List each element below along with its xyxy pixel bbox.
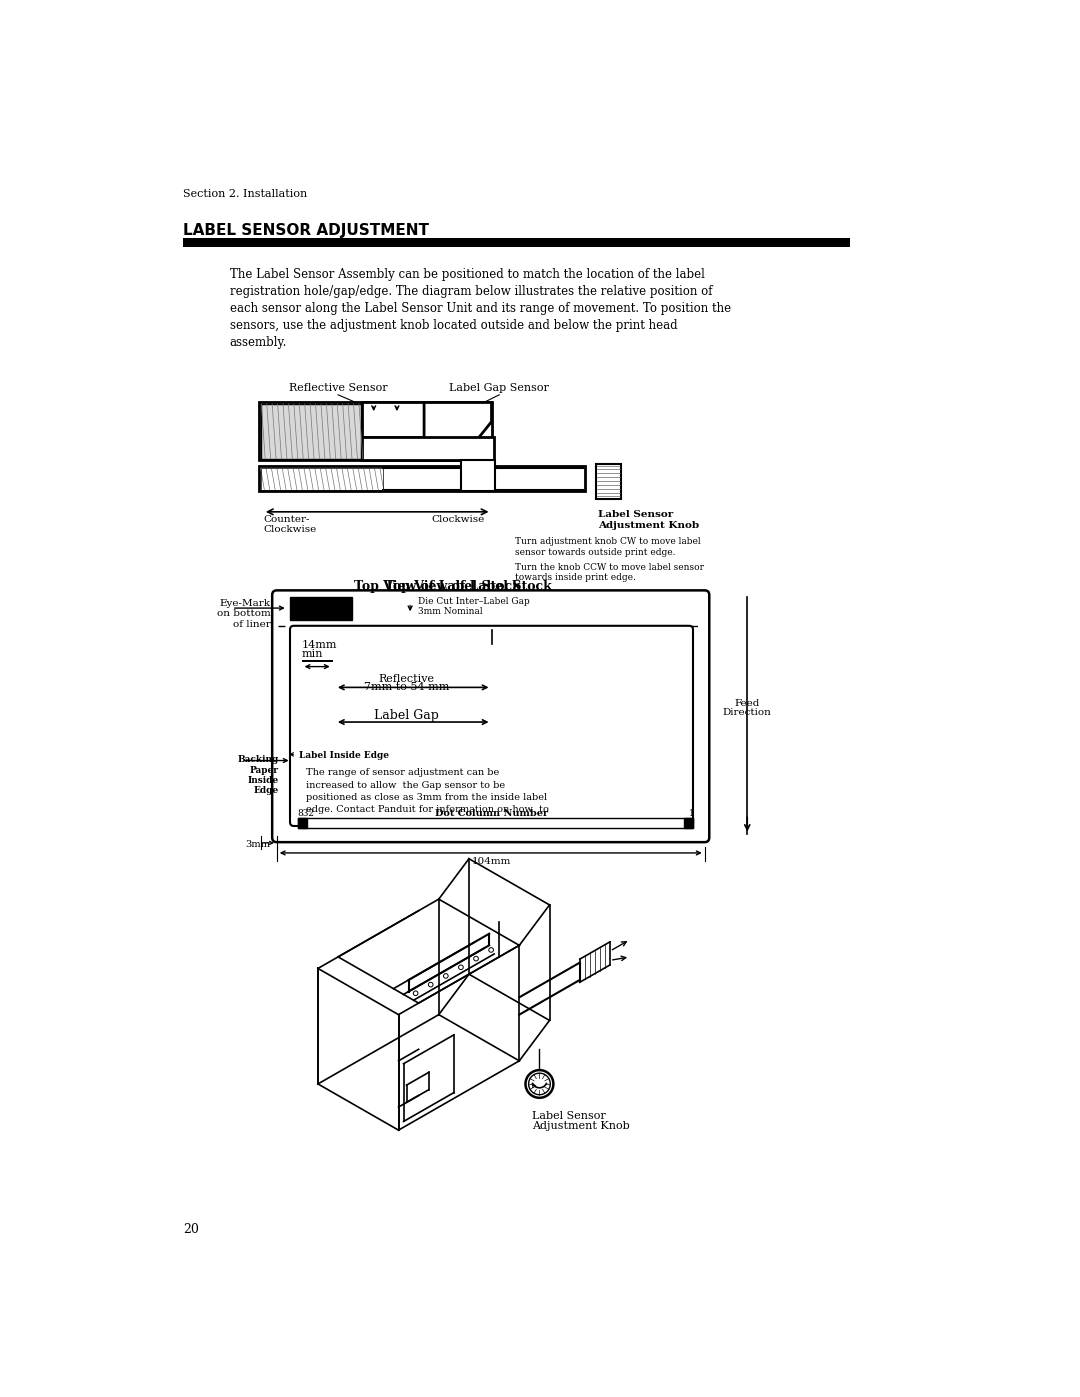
Bar	[298, 819, 693, 827]
Bar	[301, 661, 333, 662]
Text: Reflective Sensor: Reflective Sensor	[288, 383, 388, 393]
Text: Dot Column Number: Dot Column Number	[435, 809, 548, 819]
Bar	[291, 598, 352, 620]
Text: registration hole/gap/edge. The diagram below illustrates the relative position : registration hole/gap/edge. The diagram …	[230, 285, 712, 298]
Text: Label Sensor: Label Sensor	[531, 1111, 606, 1120]
Text: Turn the knob CCW to move label sensor: Turn the knob CCW to move label sensor	[515, 563, 704, 571]
Text: positioned as close as 3mm from the inside label: positioned as close as 3mm from the insi…	[306, 793, 546, 802]
Bar	[362, 402, 424, 437]
Text: Label Inside Edge: Label Inside Edge	[299, 750, 389, 760]
Text: Label Sensor
Adjustment Knob: Label Sensor Adjustment Knob	[598, 510, 700, 529]
Bar	[596, 464, 621, 499]
Text: Backing
Paper
Inside
Edge: Backing Paper Inside Edge	[238, 756, 279, 795]
FancyBboxPatch shape	[272, 591, 710, 842]
Text: Label Gap: Label Gap	[374, 708, 438, 722]
Text: 14mm: 14mm	[301, 640, 337, 650]
FancyBboxPatch shape	[291, 626, 693, 826]
Bar	[460, 460, 496, 490]
Text: Label Gap Sensor: Label Gap Sensor	[449, 383, 550, 393]
Text: 3mm: 3mm	[245, 840, 271, 849]
Bar	[383, 468, 583, 489]
Bar	[260, 468, 383, 489]
Text: 104mm: 104mm	[472, 856, 511, 866]
Text: Top View of Label Stock: Top View of Label Stock	[354, 580, 521, 592]
Text: 3mm Nominal: 3mm Nominal	[418, 606, 483, 616]
Text: Clockwise: Clockwise	[431, 515, 484, 524]
Text: make this modification.: make this modification.	[306, 817, 421, 827]
Text: Adjustment Knob: Adjustment Knob	[531, 1120, 630, 1132]
Text: The range of sensor adjustment can be: The range of sensor adjustment can be	[306, 768, 499, 777]
Text: Die Cut Inter–Label Gap: Die Cut Inter–Label Gap	[418, 598, 529, 606]
Text: Turn adjustment knob CW to move label: Turn adjustment knob CW to move label	[515, 538, 700, 546]
Text: assembly.: assembly.	[230, 335, 287, 348]
Text: Top View of Label Stock: Top View of Label Stock	[384, 580, 552, 592]
Text: 1: 1	[689, 809, 694, 819]
Bar	[259, 402, 491, 460]
Text: Eye-Mark
on bottom
of liner: Eye-Mark on bottom of liner	[217, 599, 271, 629]
Text: 7mm to 54 mm: 7mm to 54 mm	[364, 682, 449, 692]
Bar	[183, 239, 850, 247]
Text: Direction: Direction	[723, 708, 772, 717]
Text: LABEL SENSOR ADJUSTMENT: LABEL SENSOR ADJUSTMENT	[183, 224, 429, 237]
Text: 20: 20	[183, 1222, 199, 1235]
Text: Reflective: Reflective	[378, 675, 434, 685]
Bar	[259, 467, 584, 490]
Text: sensor towards outside print edge.: sensor towards outside print edge.	[515, 548, 675, 557]
Text: min: min	[301, 648, 323, 659]
Text: Section 2. Installation: Section 2. Installation	[183, 189, 308, 200]
Text: edge. Contact Panduit for information on how  to: edge. Contact Panduit for information on…	[306, 805, 549, 814]
Text: increased to allow  the Gap sensor to be: increased to allow the Gap sensor to be	[306, 781, 504, 789]
Text: The Label Sensor Assembly can be positioned to match the location of the label: The Label Sensor Assembly can be positio…	[230, 268, 704, 281]
Text: each sensor along the Label Sensor Unit and its range of movement. To position t: each sensor along the Label Sensor Unit …	[230, 302, 731, 314]
Bar	[684, 819, 693, 827]
Text: towards inside print edge.: towards inside print edge.	[515, 573, 636, 583]
Bar	[260, 404, 362, 458]
Text: Counter-
Clockwise: Counter- Clockwise	[262, 515, 316, 534]
Bar	[298, 819, 307, 827]
Text: sensors, use the adjustment knob located outside and below the print head: sensors, use the adjustment knob located…	[230, 319, 677, 331]
Text: Feed: Feed	[734, 698, 760, 708]
Bar	[362, 437, 494, 460]
Polygon shape	[424, 402, 491, 460]
Bar	[260, 404, 362, 458]
Text: 832: 832	[298, 809, 314, 819]
